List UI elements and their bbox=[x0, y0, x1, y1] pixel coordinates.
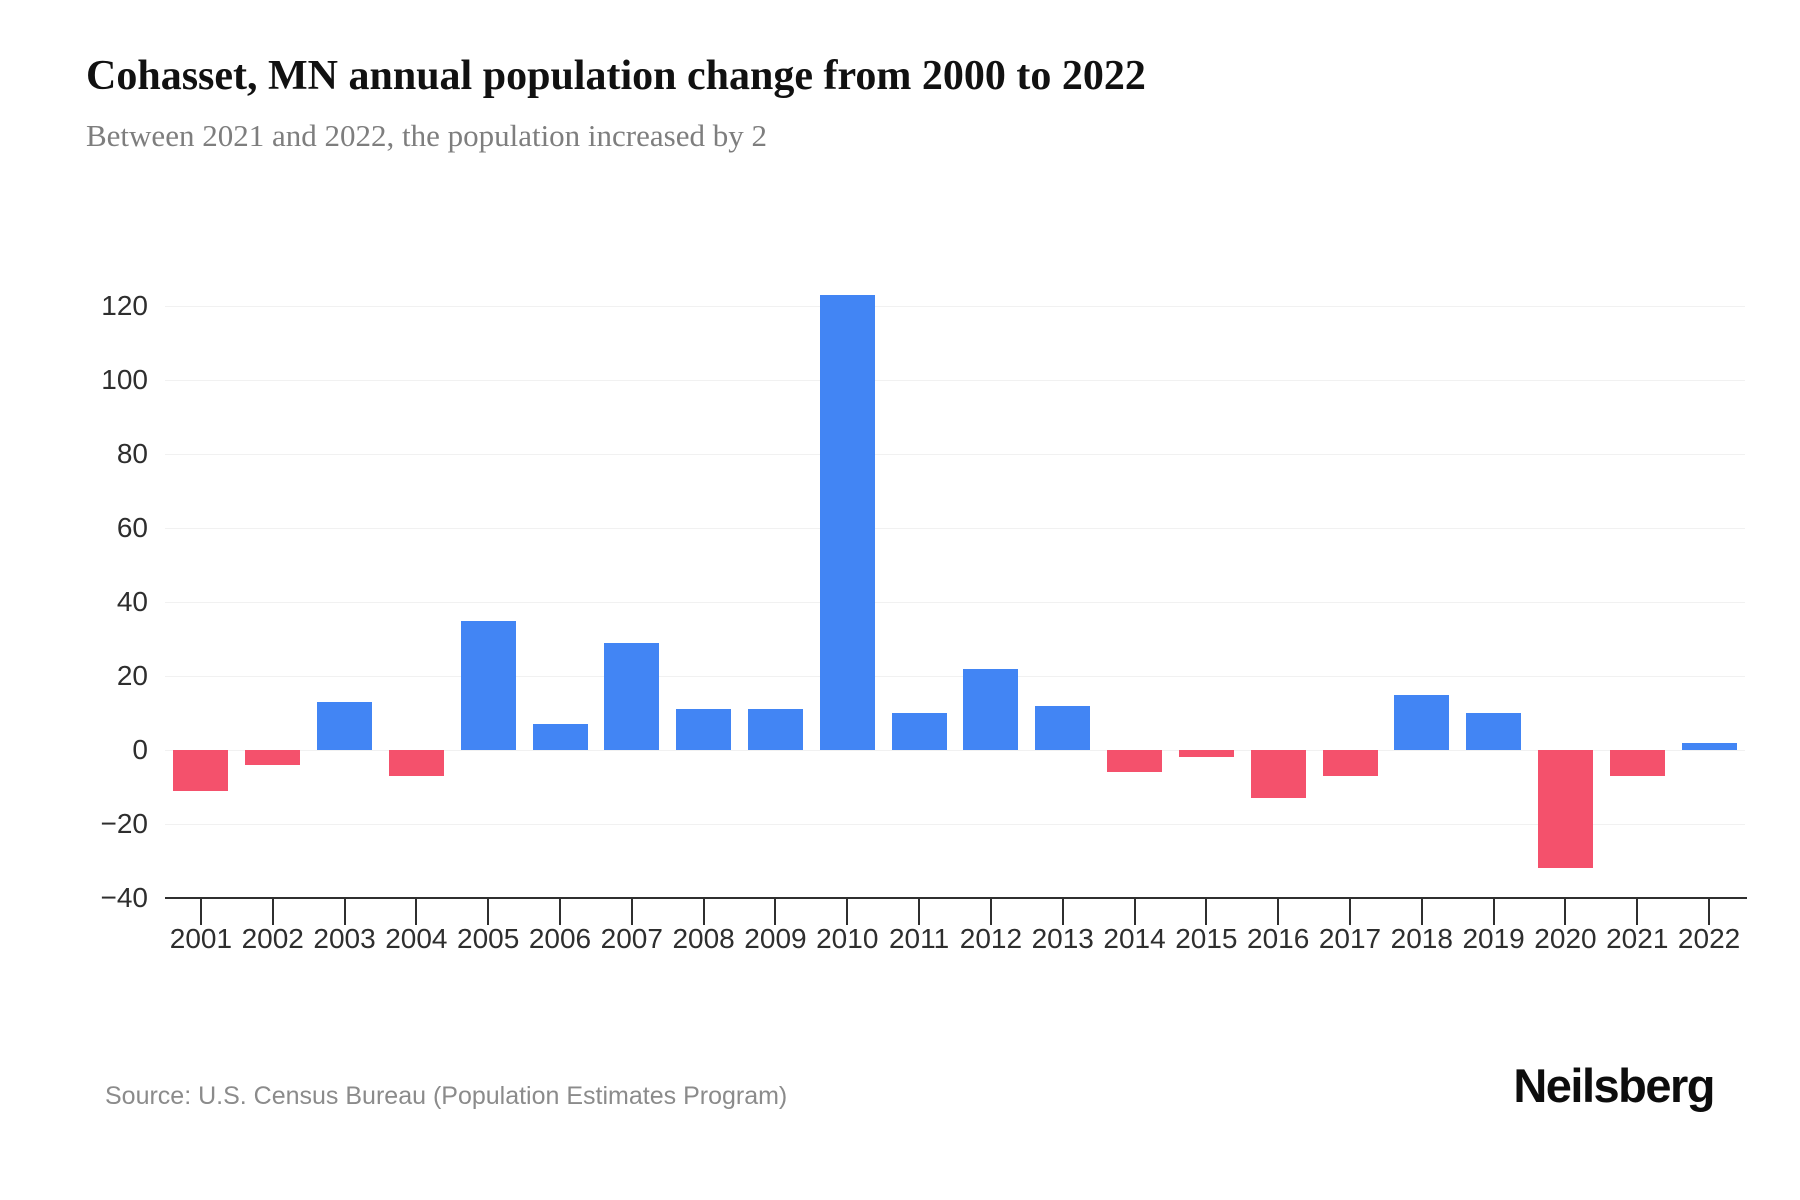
bar-2019[interactable] bbox=[1466, 713, 1522, 750]
x-tick-label-2013: 2013 bbox=[1031, 923, 1094, 954]
x-tick-mark-2018 bbox=[1420, 899, 1423, 925]
x-tick-label-2017: 2017 bbox=[1318, 923, 1382, 954]
neilsberg-logo: Neilsberg bbox=[1513, 1059, 1715, 1112]
x-tick-mark-2015 bbox=[1205, 899, 1208, 925]
y-tick-label-20: 20 bbox=[116, 660, 148, 691]
x-tick-mark-2020 bbox=[1564, 899, 1567, 925]
x-tick-mark-2019 bbox=[1492, 899, 1495, 925]
gridline-120 bbox=[165, 306, 1745, 307]
bar-2001[interactable] bbox=[173, 750, 229, 791]
x-tick-label-2016: 2016 bbox=[1247, 923, 1310, 954]
chart-title: Cohasset, MN annual population change fr… bbox=[86, 53, 1146, 99]
y-tick-label-100: 100 bbox=[101, 364, 148, 395]
gridline-0 bbox=[165, 750, 1745, 751]
bar-2021[interactable] bbox=[1609, 750, 1665, 776]
x-tick-label-2001: 2001 bbox=[169, 923, 233, 954]
x-tick-label-2020: 2020 bbox=[1534, 923, 1597, 954]
x-tick-label-2019: 2019 bbox=[1462, 923, 1525, 954]
y-tick-label-80: 80 bbox=[116, 438, 148, 469]
x-tick-mark-2009 bbox=[774, 899, 777, 925]
bar-2013[interactable] bbox=[1035, 705, 1091, 750]
x-tick-label-2021: 2021 bbox=[1606, 923, 1669, 954]
x-tick-label-2006: 2006 bbox=[528, 923, 592, 954]
y-tick-label-40: 40 bbox=[116, 586, 148, 617]
bar-2018[interactable] bbox=[1394, 694, 1450, 750]
x-tick-mark-2014 bbox=[1133, 899, 1136, 925]
x-tick-label-2002: 2002 bbox=[241, 923, 304, 954]
x-tick-mark-2017 bbox=[1349, 899, 1351, 925]
x-tick-label-2005: 2005 bbox=[457, 923, 520, 954]
x-tick-mark-2007 bbox=[630, 899, 633, 925]
x-tick-label-2014: 2014 bbox=[1103, 923, 1166, 954]
bar-2017[interactable] bbox=[1322, 750, 1378, 776]
x-tick-mark-2016 bbox=[1277, 899, 1280, 925]
x-tick-mark-2010 bbox=[846, 899, 849, 925]
x-tick-mark-2011 bbox=[918, 899, 921, 925]
gridline-80 bbox=[165, 454, 1745, 455]
bar-2004[interactable] bbox=[388, 750, 444, 776]
y-tick-label-60: 60 bbox=[116, 512, 148, 543]
x-tick-label-2004: 2004 bbox=[385, 923, 448, 954]
bar-2008[interactable] bbox=[676, 709, 732, 750]
gridline-40 bbox=[165, 602, 1745, 603]
x-tick-label-2015: 2015 bbox=[1175, 923, 1238, 954]
gridline-20 bbox=[165, 676, 1745, 677]
x-tick-mark-2021 bbox=[1636, 899, 1639, 925]
y-tick-label-120: 120 bbox=[101, 290, 148, 321]
bar-2022[interactable] bbox=[1681, 742, 1737, 750]
y-tick-label-0: 0 bbox=[132, 734, 148, 765]
x-tick-mark-2001 bbox=[199, 899, 202, 925]
bar-2016[interactable] bbox=[1250, 750, 1306, 799]
gridline-60 bbox=[165, 528, 1745, 529]
bar-2007[interactable] bbox=[604, 642, 660, 750]
bar-2020[interactable] bbox=[1537, 750, 1593, 869]
bar-2014[interactable] bbox=[1107, 750, 1163, 773]
bar-2010[interactable] bbox=[819, 294, 875, 750]
x-tick-mark-2008 bbox=[702, 899, 705, 925]
x-tick-mark-2004 bbox=[415, 899, 418, 925]
x-tick-label-2018: 2018 bbox=[1390, 923, 1453, 954]
bar-2012[interactable] bbox=[963, 668, 1019, 750]
x-tick-label-2008: 2008 bbox=[672, 923, 735, 954]
bar-2015[interactable] bbox=[1178, 750, 1234, 758]
x-tick-mark-2012 bbox=[989, 899, 992, 925]
x-tick-mark-2003 bbox=[343, 899, 346, 925]
bar-2002[interactable] bbox=[245, 750, 301, 765]
x-tick-label-2003: 2003 bbox=[313, 923, 376, 954]
x-tick-label-2007: 2007 bbox=[600, 923, 663, 954]
x-tick-label-2010: 2010 bbox=[816, 923, 879, 954]
bar-2011[interactable] bbox=[891, 713, 947, 750]
x-tick-label-2012: 2012 bbox=[959, 923, 1023, 954]
x-tick-label-2011: 2011 bbox=[888, 923, 950, 954]
x-tick-mark-2005 bbox=[487, 899, 490, 925]
bar-2009[interactable] bbox=[747, 709, 803, 750]
x-axis-line bbox=[165, 897, 1747, 899]
x-tick-mark-2006 bbox=[559, 899, 561, 925]
y-tick-label--20: −20 bbox=[100, 808, 149, 839]
source-credit: Source: U.S. Census Bureau (Population E… bbox=[105, 1082, 788, 1110]
bar-2006[interactable] bbox=[532, 724, 588, 750]
y-tick-label--40: −40 bbox=[100, 882, 149, 913]
x-tick-label-2022: 2022 bbox=[1677, 923, 1741, 954]
x-tick-mark-2013 bbox=[1061, 899, 1064, 925]
x-tick-mark-2022 bbox=[1708, 899, 1711, 925]
chart-subtitle: Between 2021 and 2022, the population in… bbox=[86, 118, 767, 153]
bar-2005[interactable] bbox=[460, 620, 516, 750]
gridline--20 bbox=[165, 824, 1745, 825]
x-tick-mark-2002 bbox=[271, 899, 274, 925]
bar-2003[interactable] bbox=[317, 701, 373, 750]
gridline-100 bbox=[165, 380, 1745, 381]
x-tick-label-2009: 2009 bbox=[744, 923, 807, 954]
